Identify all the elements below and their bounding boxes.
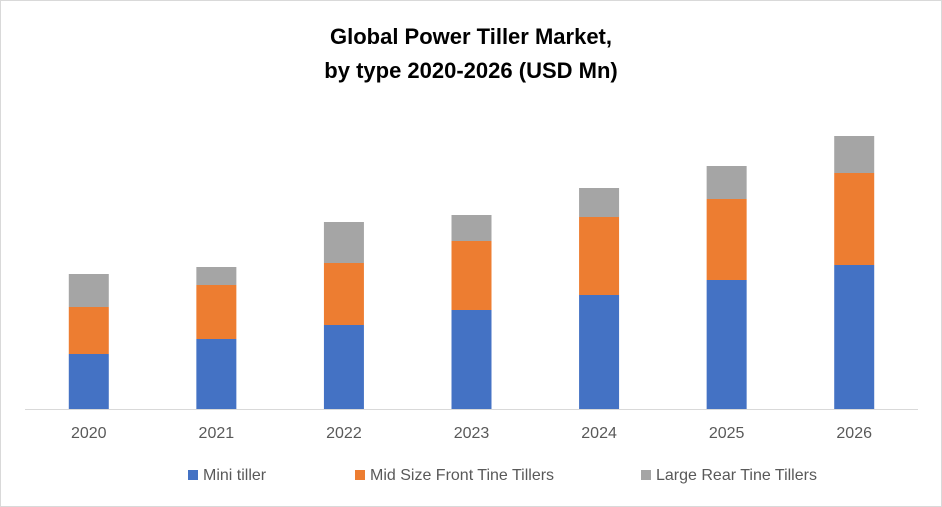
x-tick-label: 2026 bbox=[836, 425, 872, 442]
x-tick-label: 2021 bbox=[199, 425, 235, 442]
bar-segment bbox=[579, 188, 620, 217]
bar-segment bbox=[196, 339, 237, 409]
bar-segment bbox=[68, 274, 109, 307]
legend-label: Mid Size Front Tine Tillers bbox=[370, 467, 554, 484]
bar-segment bbox=[451, 310, 492, 409]
bar-segment bbox=[323, 222, 364, 263]
legend-marker bbox=[641, 470, 651, 480]
legend-label: Large Rear Tine Tillers bbox=[656, 467, 817, 484]
bar-segment bbox=[579, 217, 620, 295]
legend-marker bbox=[188, 470, 198, 480]
bar-segment bbox=[451, 215, 492, 241]
bar-segment bbox=[706, 166, 747, 199]
bar-segment bbox=[323, 263, 364, 325]
x-tick-label: 2023 bbox=[454, 425, 490, 442]
x-tick-label: 2022 bbox=[326, 425, 362, 442]
bar-segment bbox=[834, 136, 875, 173]
bar-segment bbox=[706, 280, 747, 409]
bar-segment bbox=[68, 354, 109, 409]
bar-segment bbox=[196, 267, 237, 285]
x-tick-label: 2025 bbox=[709, 425, 745, 442]
bar-segment bbox=[706, 199, 747, 280]
bar-segment bbox=[196, 285, 237, 339]
bar-segment bbox=[834, 265, 875, 409]
legend-marker bbox=[355, 470, 365, 480]
x-tick-label: 2024 bbox=[581, 425, 617, 442]
bar-segment bbox=[323, 325, 364, 409]
chart-title: Global Power Tiller Market, bbox=[330, 24, 612, 49]
bar-segment bbox=[451, 241, 492, 310]
bar-segment bbox=[68, 307, 109, 354]
x-tick-label: 2020 bbox=[71, 425, 107, 442]
bar-segment bbox=[834, 173, 875, 265]
bar-segment bbox=[579, 295, 620, 409]
chart-title: by type 2020-2026 (USD Mn) bbox=[324, 58, 617, 83]
legend-label: Mini tiller bbox=[203, 467, 267, 484]
